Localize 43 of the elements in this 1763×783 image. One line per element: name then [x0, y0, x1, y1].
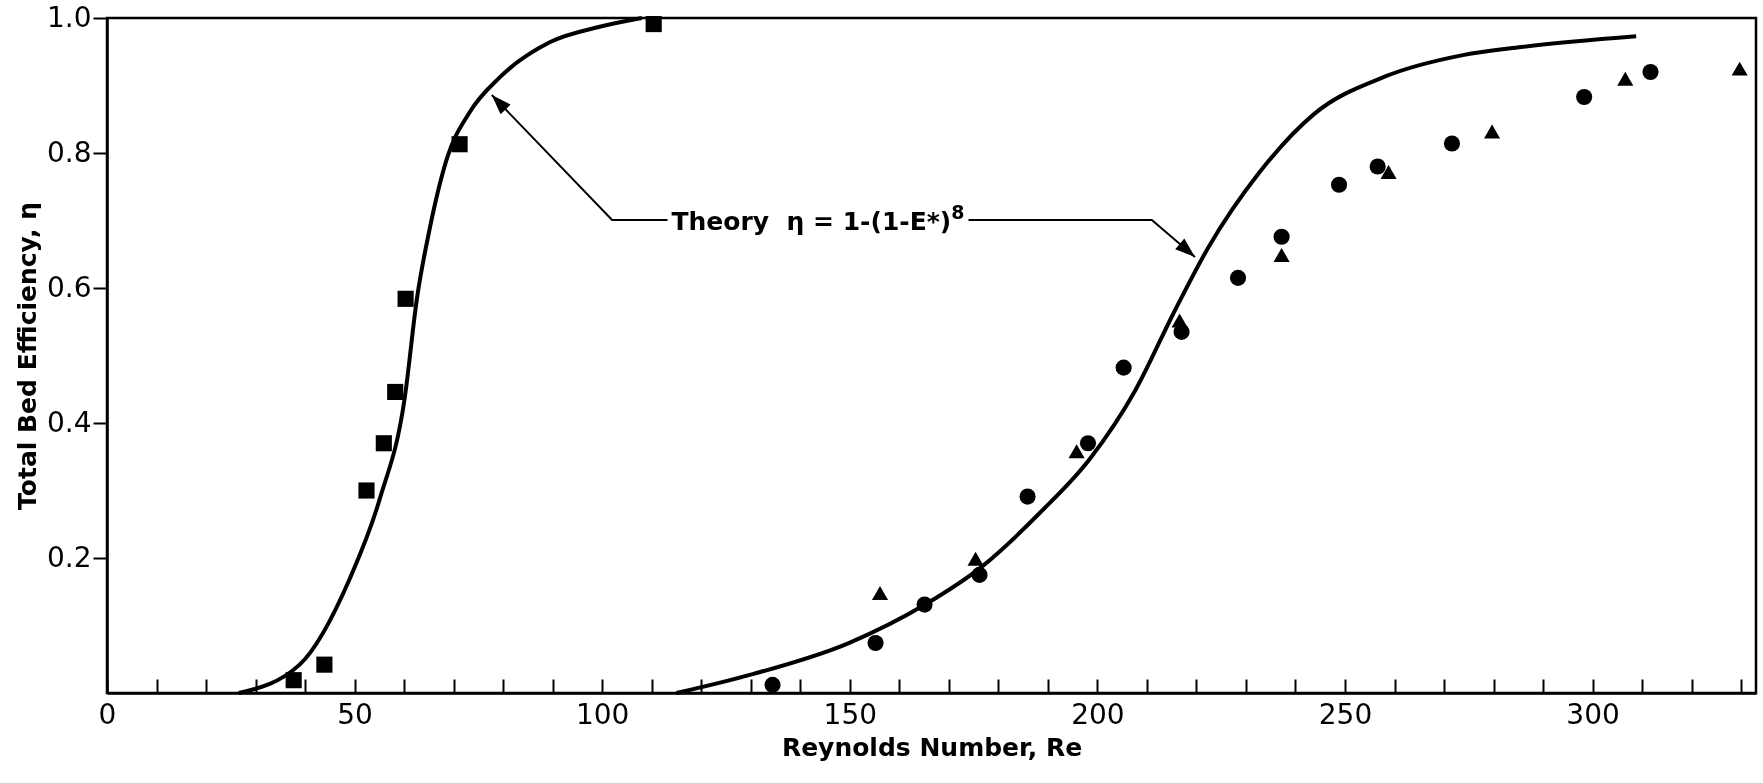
point: [1273, 247, 1290, 262]
point: [764, 676, 781, 693]
x-tick-label: 50: [337, 697, 373, 731]
point: [1068, 444, 1085, 459]
point: [967, 551, 984, 566]
point: [316, 656, 333, 673]
x-tick-label: 300: [1566, 697, 1620, 731]
point: [1642, 63, 1659, 81]
point: [1171, 313, 1188, 328]
point: [387, 383, 404, 401]
x-tick-label: 200: [1071, 697, 1125, 731]
point: [871, 586, 889, 601]
point: [1019, 488, 1036, 505]
y-tick-label: 0.6: [46, 270, 92, 304]
point: [1731, 61, 1748, 76]
point: [397, 290, 414, 307]
point: [1380, 164, 1397, 179]
point: [1443, 135, 1461, 152]
point: [645, 16, 662, 33]
point: [867, 635, 884, 652]
point: [1079, 435, 1097, 452]
y-tick-label: 0.8: [46, 135, 92, 169]
annotation: Theory η = 1-(1-E*)$^{8}$: [671, 200, 965, 236]
point: [1617, 71, 1634, 86]
x-tick-label: 250: [1318, 697, 1373, 731]
point: [1369, 158, 1386, 175]
point: [1484, 124, 1501, 139]
point: [375, 435, 392, 452]
point: [1576, 88, 1593, 106]
point: [358, 482, 375, 499]
y-tick-label: 1.0: [46, 0, 92, 34]
y-tick-label: 0.4: [46, 405, 92, 439]
y-axis-title: Total Bed Efficiency, η: [12, 202, 42, 510]
point: [1273, 228, 1290, 245]
x-tick-label: 150: [823, 697, 878, 731]
point: [1330, 176, 1348, 193]
point: [1115, 359, 1132, 376]
y-tick-label: 0.2: [46, 540, 92, 574]
x-tick-label: 100: [575, 697, 630, 731]
point: [1229, 269, 1247, 286]
point: [285, 672, 302, 689]
x-axis-title: Reynolds Number, Re: [781, 732, 1083, 762]
x-tick-label: 0: [98, 697, 117, 731]
